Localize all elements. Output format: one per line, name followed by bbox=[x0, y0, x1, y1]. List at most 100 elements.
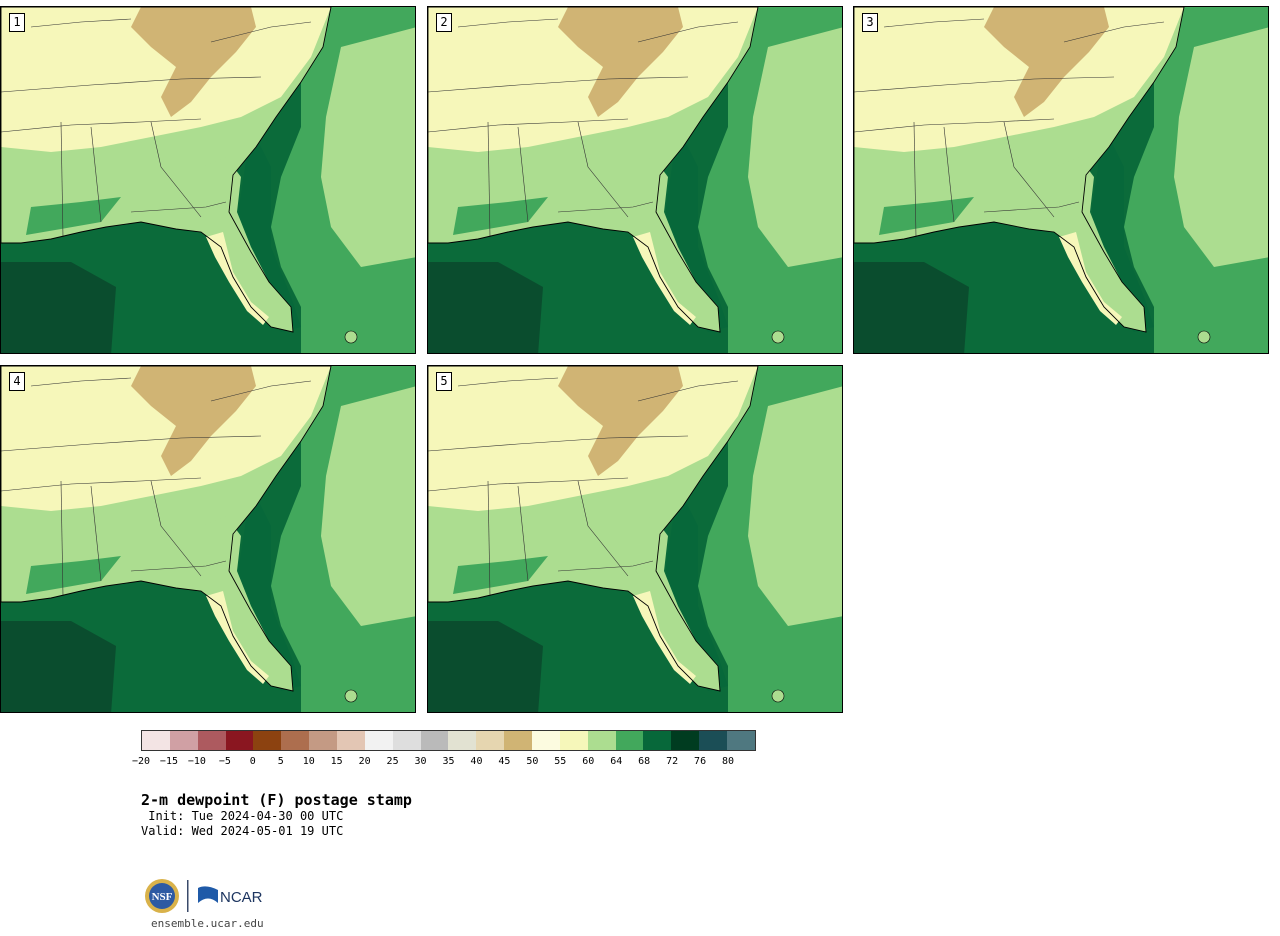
bahamas-island bbox=[344, 330, 358, 344]
state-boundary bbox=[90, 485, 102, 582]
colorbar-swatch bbox=[142, 731, 170, 750]
colorbar-swatch bbox=[504, 731, 533, 750]
state-boundary bbox=[90, 126, 102, 223]
state-boundary bbox=[637, 21, 739, 43]
sponsor-logos: NSF NCAR bbox=[144, 876, 274, 916]
colorbar-tick-label: 55 bbox=[554, 756, 567, 767]
state-boundary bbox=[637, 380, 739, 402]
bahamas-island bbox=[771, 689, 785, 703]
gulf-coast-humid-band bbox=[453, 197, 548, 235]
coastal-plain-region bbox=[428, 516, 713, 686]
state-boundary bbox=[517, 485, 529, 582]
member-panel-5: 5 bbox=[427, 365, 843, 713]
colorbar-swatch bbox=[392, 731, 421, 750]
colorbar-tick-label: 5 bbox=[277, 756, 284, 767]
dewpoint-map-2 bbox=[428, 7, 842, 353]
state-boundary bbox=[457, 18, 559, 28]
member-label-3: 3 bbox=[862, 13, 878, 32]
colorbar-tick-label: 35 bbox=[442, 756, 455, 767]
state-boundary bbox=[1, 477, 202, 492]
colorbar-swatch bbox=[671, 731, 700, 750]
colorbar-tick-label: 64 bbox=[610, 756, 623, 767]
state-boundary bbox=[60, 480, 64, 597]
coastline bbox=[1, 7, 332, 333]
state-boundary bbox=[983, 201, 1080, 213]
colorbar-swatch bbox=[643, 731, 672, 750]
state-boundary bbox=[487, 480, 491, 597]
ncar-logo: NCAR bbox=[198, 886, 263, 906]
appalachian-dry-region bbox=[558, 7, 683, 117]
state-boundary bbox=[1, 76, 262, 93]
state-boundary bbox=[210, 380, 312, 402]
deep-gulf-region bbox=[1, 262, 116, 353]
state-boundary bbox=[1, 118, 202, 133]
atlantic-offshore-region bbox=[748, 386, 842, 626]
appalachian-dry-region bbox=[131, 366, 256, 476]
colorbar-tick-label: −20 bbox=[131, 756, 151, 767]
colorbar-swatch bbox=[476, 731, 505, 750]
state-boundary bbox=[1003, 121, 1055, 218]
colorbar-swatch bbox=[364, 731, 393, 750]
colorbar-tick-label: 60 bbox=[582, 756, 595, 767]
coastline bbox=[854, 7, 1185, 333]
state-boundary bbox=[428, 118, 629, 133]
florida-peninsula bbox=[633, 591, 696, 684]
member-panel-2: 2 bbox=[427, 6, 843, 354]
gulf-coast-humid-band bbox=[26, 556, 121, 594]
colorbar-swatch bbox=[225, 731, 254, 750]
state-boundary bbox=[150, 480, 202, 577]
inland-moist-region bbox=[1, 7, 331, 152]
florida-peninsula bbox=[1059, 232, 1122, 325]
coastal-plain-region bbox=[428, 157, 713, 327]
state-boundary bbox=[1, 435, 262, 452]
coastline bbox=[1, 366, 332, 692]
coastal-plain-region bbox=[1, 157, 286, 327]
inland-moist-region bbox=[1, 366, 331, 511]
colorbar-tick-label: 20 bbox=[358, 756, 371, 767]
coastal-plain-region bbox=[854, 157, 1139, 327]
colorbar-tick-label: 15 bbox=[330, 756, 343, 767]
colorbar-swatch bbox=[615, 731, 644, 750]
valid-time: Valid: Wed 2024-05-01 19 UTC bbox=[141, 824, 344, 838]
member-label-5: 5 bbox=[436, 372, 452, 391]
colorbar-tick-label: −15 bbox=[159, 756, 178, 767]
florida-peninsula bbox=[633, 232, 696, 325]
coastline bbox=[428, 366, 759, 692]
colorbar-tick-label: 68 bbox=[638, 756, 651, 767]
colorbar-swatch bbox=[281, 731, 310, 750]
appalachian-dry-region bbox=[984, 7, 1109, 117]
deep-gulf-region bbox=[854, 262, 969, 353]
coastal-plain-region bbox=[1, 516, 286, 686]
colorbar-swatch bbox=[197, 731, 226, 750]
dewpoint-map-5 bbox=[428, 366, 842, 712]
dewpoint-map-3 bbox=[854, 7, 1268, 353]
nsf-logo-text: NSF bbox=[152, 891, 173, 903]
colorbar-tick-label: 80 bbox=[722, 756, 735, 767]
logo-divider bbox=[187, 880, 189, 912]
gulf-coast-humid-band bbox=[453, 556, 548, 594]
atlantic-offshore-region bbox=[321, 27, 415, 267]
dewpoint-map-4 bbox=[1, 366, 415, 712]
colorbar-swatch bbox=[559, 731, 588, 750]
state-boundary bbox=[428, 76, 689, 93]
atlantic-offshore-region bbox=[1174, 27, 1268, 267]
state-boundary bbox=[854, 76, 1115, 93]
colorbar-tick-label: 76 bbox=[694, 756, 707, 767]
state-boundary bbox=[517, 126, 529, 223]
member-panel-1: 1 bbox=[0, 6, 416, 354]
state-boundary bbox=[577, 480, 629, 577]
state-boundary bbox=[557, 201, 654, 213]
nsf-logo: NSF bbox=[145, 879, 179, 913]
colorbar-swatch bbox=[448, 731, 477, 750]
state-boundary bbox=[428, 435, 689, 452]
state-boundary bbox=[883, 18, 985, 28]
deep-gulf-region bbox=[1, 621, 116, 712]
state-boundary bbox=[457, 377, 559, 387]
appalachian-dry-region bbox=[131, 7, 256, 117]
state-boundary bbox=[1063, 21, 1165, 43]
init-time: Init: Tue 2024-04-30 00 UTC bbox=[141, 809, 344, 823]
colorbar-tick-label: 72 bbox=[666, 756, 679, 767]
state-boundary bbox=[557, 560, 654, 572]
coastline bbox=[428, 7, 759, 333]
inland-moist-region bbox=[428, 366, 758, 511]
